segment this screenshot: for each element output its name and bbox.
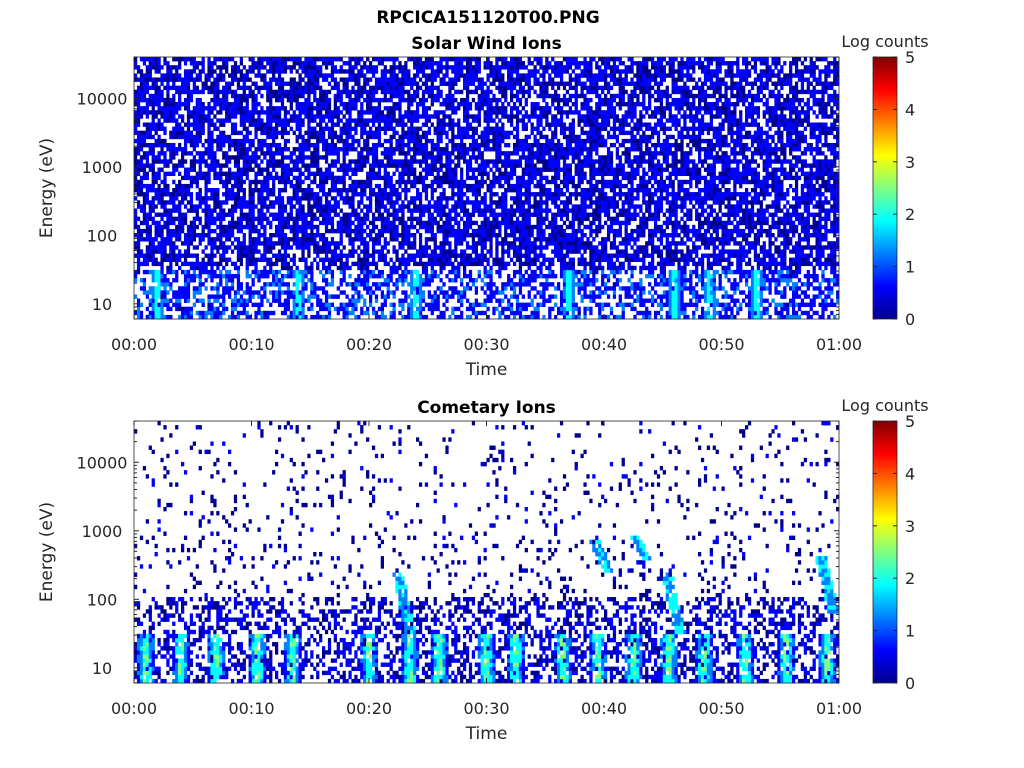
x-tick-label: 00:50 <box>698 699 744 718</box>
x-tick-label: 00:00 <box>111 699 157 718</box>
x-axis-label: Time <box>465 360 508 380</box>
colorbar-tick-label: 4 <box>905 100 915 119</box>
figure-title: RPCICA151120T00.PNG <box>376 8 600 28</box>
y-tick-label: 10 <box>92 659 112 678</box>
colorbar-label: Log counts <box>841 396 928 415</box>
colorbar-tick-label: 1 <box>905 258 915 277</box>
x-tick-label: 00:20 <box>346 699 392 718</box>
x-tick-label: 00:20 <box>346 335 392 354</box>
x-axis-label: Time <box>465 724 508 744</box>
y-axis-label: Energy (eV) <box>37 502 57 602</box>
colorbar-tick-label: 1 <box>905 622 915 641</box>
x-tick-label: 00:10 <box>228 699 274 718</box>
colorbar-tick-label: 5 <box>905 48 915 67</box>
colorbar-label: Log counts <box>841 32 928 51</box>
y-tick-label: 1000 <box>82 522 123 541</box>
x-tick-label: 00:40 <box>581 335 627 354</box>
colorbar-tick-label: 3 <box>905 517 915 536</box>
y-tick-label: 10000 <box>77 453 128 472</box>
y-tick-label: 1000 <box>82 158 123 177</box>
heatmap-cells <box>134 57 840 320</box>
heatmap-cells <box>134 421 840 684</box>
colorbar-tick-label: 0 <box>905 310 915 329</box>
y-axis-label: Energy (eV) <box>37 138 57 238</box>
y-tick-label: 100 <box>87 226 118 245</box>
x-tick-label: 00:40 <box>581 699 627 718</box>
colorbar <box>872 56 898 320</box>
panel-title: Solar Wind Ions <box>411 34 562 54</box>
y-tick-label: 10 <box>92 295 112 314</box>
x-tick-label: 00:50 <box>698 335 744 354</box>
x-tick-label: 00:10 <box>228 335 274 354</box>
colorbar-tick-label: 3 <box>905 153 915 172</box>
x-tick-label: 01:00 <box>816 335 862 354</box>
x-tick-label: 01:00 <box>816 699 862 718</box>
colorbar-tick-label: 5 <box>905 412 915 431</box>
colorbar-tick-label: 2 <box>905 569 915 588</box>
solar-wind-panel: Solar Wind Ions 00:00 00:10 00:20 00:30 00:40… <box>37 32 929 380</box>
x-tick-label: 00:30 <box>463 335 509 354</box>
colorbar-tick-label: 2 <box>905 205 915 224</box>
colorbar-tick-label: 0 <box>905 674 915 693</box>
x-tick-label: 00:30 <box>463 699 509 718</box>
y-tick-label: 100 <box>87 590 118 609</box>
colorbar <box>872 420 898 684</box>
panel-title: Cometary Ions <box>417 398 556 418</box>
y-tick-label: 10000 <box>77 89 128 108</box>
x-tick-label: 00:00 <box>111 335 157 354</box>
colorbar-tick-label: 4 <box>905 464 915 483</box>
